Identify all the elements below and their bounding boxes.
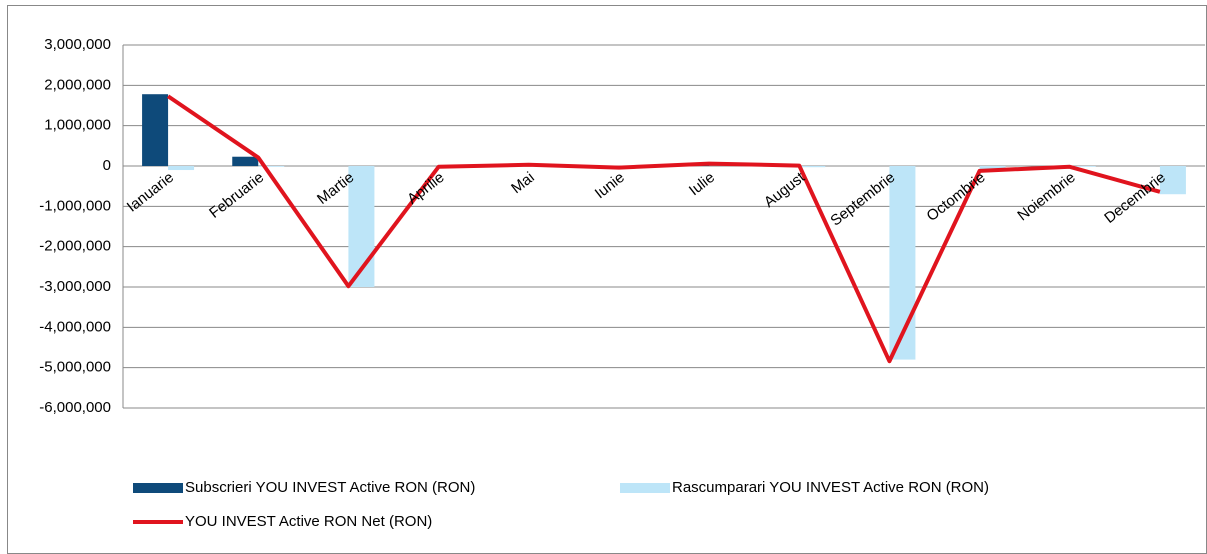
legend-label: Rascumparari YOU INVEST Active RON (RON)	[672, 479, 989, 496]
bar	[168, 166, 195, 171]
legend-label: Subscrieri YOU INVEST Active RON (RON)	[185, 479, 475, 496]
y-tick-label: -4,000,000	[39, 318, 111, 335]
legend-label: YOU INVEST Active RON Net (RON)	[185, 513, 432, 530]
y-tick-label: 0	[103, 157, 111, 174]
legend-swatch	[620, 483, 670, 493]
bar	[1159, 166, 1186, 195]
y-tick-label: -3,000,000	[39, 278, 111, 295]
y-tick-label: -2,000,000	[39, 238, 111, 255]
y-tick-label: 3,000,000	[44, 36, 111, 53]
chart-frame	[7, 5, 1207, 554]
y-tick-label: -6,000,000	[39, 399, 111, 416]
bar	[799, 166, 826, 168]
bar	[258, 166, 285, 167]
bar	[979, 166, 1006, 171]
legend-swatch	[133, 483, 183, 493]
bar	[1069, 166, 1096, 167]
y-tick-label: -5,000,000	[39, 359, 111, 376]
y-tick-label: 1,000,000	[44, 117, 111, 134]
y-tick-label: -1,000,000	[39, 197, 111, 214]
bar	[142, 94, 169, 166]
y-tick-label: 2,000,000	[44, 76, 111, 93]
bar	[889, 166, 916, 360]
bar	[232, 156, 259, 166]
line	[166, 94, 1161, 364]
